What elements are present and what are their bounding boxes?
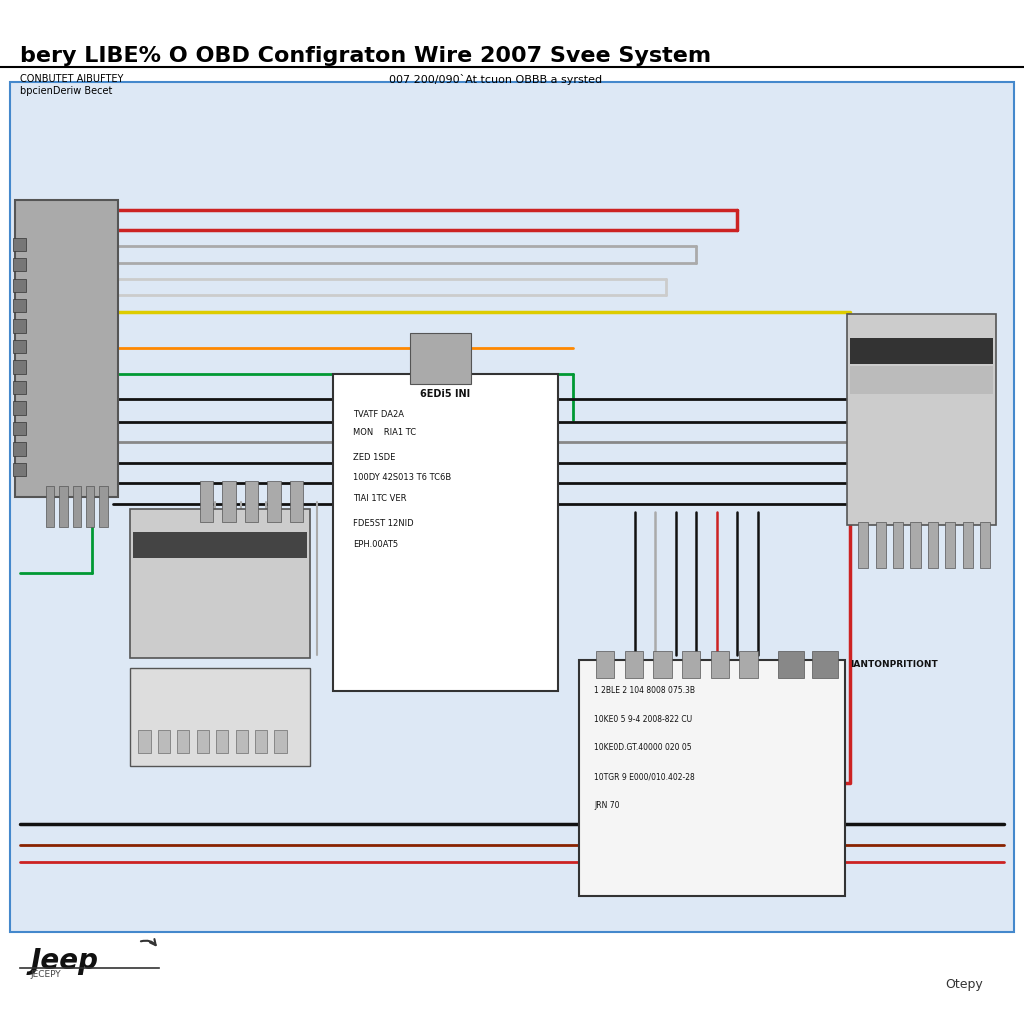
- Bar: [876, 522, 886, 568]
- Text: EPH.00AT5: EPH.00AT5: [353, 540, 398, 549]
- Bar: [99, 486, 108, 527]
- Bar: [86, 486, 94, 527]
- Bar: [928, 522, 938, 568]
- Bar: [200, 481, 213, 522]
- Text: bpcienDeriw Becet: bpcienDeriw Becet: [20, 86, 113, 96]
- Bar: [682, 651, 700, 678]
- Bar: [267, 481, 281, 522]
- FancyBboxPatch shape: [130, 668, 310, 766]
- Bar: [625, 651, 643, 678]
- Bar: [236, 730, 248, 753]
- Bar: [13, 238, 26, 251]
- FancyBboxPatch shape: [10, 82, 1014, 932]
- Text: a10  0B  Ri  h.  W  Cu  311  Mk  R1: a10 0B Ri h. W Cu 311 Mk R1: [874, 350, 969, 354]
- Text: 6EDi5 INI: 6EDi5 INI: [421, 389, 470, 399]
- Text: Otepy: Otepy: [945, 978, 983, 991]
- Bar: [13, 299, 26, 312]
- Text: 10KE0D.GT.40000 020 05: 10KE0D.GT.40000 020 05: [594, 743, 691, 753]
- Text: ZED 1SDE: ZED 1SDE: [353, 453, 395, 462]
- Bar: [13, 319, 26, 333]
- Text: 100DY 42S013 T6 TC6B: 100DY 42S013 T6 TC6B: [353, 473, 452, 482]
- Bar: [13, 381, 26, 394]
- Bar: [850, 366, 993, 394]
- Bar: [13, 422, 26, 435]
- Bar: [59, 486, 68, 527]
- Bar: [850, 338, 993, 364]
- Text: JECEPY: JECEPY: [31, 970, 61, 979]
- Bar: [46, 486, 54, 527]
- Bar: [13, 279, 26, 292]
- Text: 10KE0 5 9-4 2008-822 CU: 10KE0 5 9-4 2008-822 CU: [594, 715, 692, 724]
- Bar: [910, 522, 921, 568]
- Bar: [274, 730, 287, 753]
- Bar: [739, 651, 758, 678]
- Text: IANTONPRITIONT: IANTONPRITIONT: [850, 660, 938, 670]
- Text: 1 2BLE 2 104 8008 075.3B: 1 2BLE 2 104 8008 075.3B: [594, 686, 695, 695]
- FancyBboxPatch shape: [15, 200, 118, 497]
- Bar: [893, 522, 903, 568]
- Bar: [653, 651, 672, 678]
- Bar: [945, 522, 955, 568]
- FancyBboxPatch shape: [130, 509, 310, 658]
- Bar: [255, 730, 267, 753]
- Text: n  n  n  n  n  n  n  n  n: n n n n n n n n n: [892, 379, 951, 383]
- Bar: [138, 730, 151, 753]
- Bar: [222, 481, 236, 522]
- Bar: [13, 401, 26, 415]
- Bar: [596, 651, 614, 678]
- FancyBboxPatch shape: [333, 374, 558, 691]
- Text: TIAI 1TC VER: TIAI 1TC VER: [353, 494, 407, 503]
- Bar: [245, 481, 258, 522]
- Bar: [778, 651, 804, 678]
- Text: MON    RIA1 TC: MON RIA1 TC: [353, 428, 417, 437]
- Bar: [980, 522, 990, 568]
- Bar: [216, 730, 228, 753]
- Bar: [73, 486, 81, 527]
- Bar: [290, 481, 303, 522]
- Bar: [711, 651, 729, 678]
- Text: TVATF DA2A: TVATF DA2A: [353, 410, 404, 419]
- Bar: [858, 522, 868, 568]
- Bar: [158, 730, 170, 753]
- Bar: [13, 340, 26, 353]
- Text: Ae  h.h  V an V B: Ae h.h V an V B: [194, 544, 247, 548]
- Bar: [812, 651, 838, 678]
- Text: Jeep: Jeep: [31, 947, 98, 975]
- Bar: [13, 360, 26, 374]
- Bar: [410, 333, 471, 384]
- Bar: [13, 258, 26, 271]
- FancyBboxPatch shape: [579, 660, 845, 896]
- Bar: [197, 730, 209, 753]
- Text: FDE5ST 12NID: FDE5ST 12NID: [353, 519, 414, 528]
- FancyBboxPatch shape: [847, 314, 996, 525]
- Bar: [13, 463, 26, 476]
- Bar: [13, 442, 26, 456]
- Bar: [133, 532, 307, 558]
- Bar: [177, 730, 189, 753]
- Text: JRN 70: JRN 70: [594, 801, 620, 810]
- Bar: [963, 522, 973, 568]
- Text: 10TGR 9 E000/010.402-28: 10TGR 9 E000/010.402-28: [594, 772, 694, 781]
- Text: CONBUTET AIBUFTEY: CONBUTET AIBUFTEY: [20, 74, 124, 84]
- Text: 007 200/090`At tcuon OBBB a syrsted: 007 200/090`At tcuon OBBB a syrsted: [389, 74, 602, 85]
- Text: bery LIBE% O OBD Configraton Wire 2007 Svee System: bery LIBE% O OBD Configraton Wire 2007 S…: [20, 46, 712, 67]
